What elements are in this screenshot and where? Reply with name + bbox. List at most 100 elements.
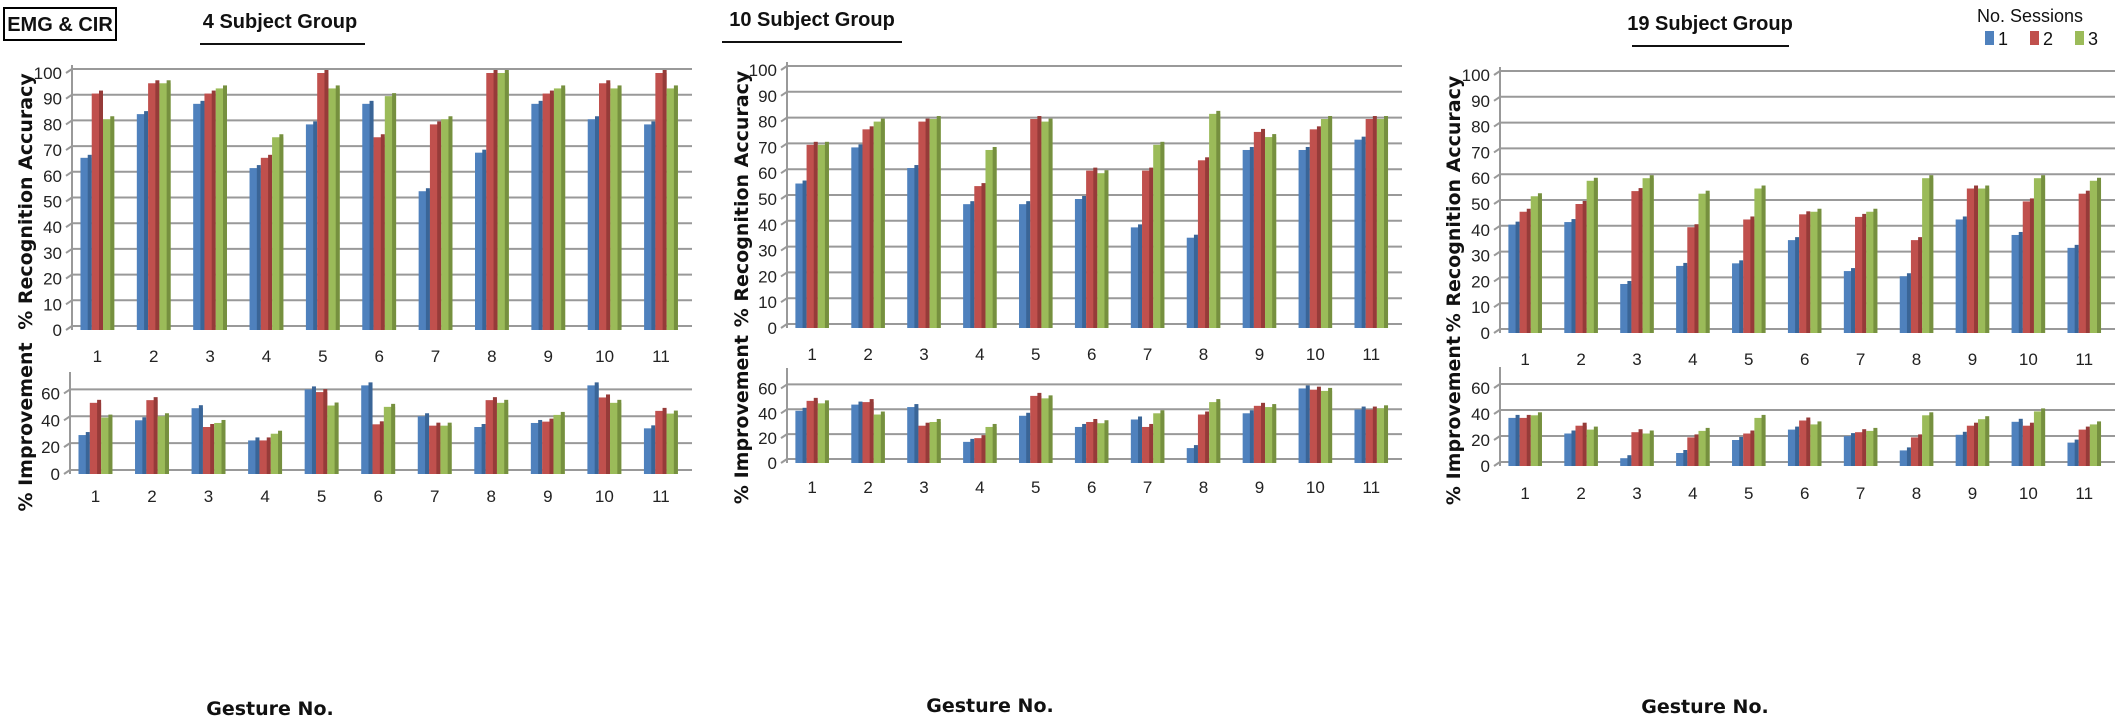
bar-side [97,399,102,474]
bar-side [1316,126,1321,328]
bar-session-2-gesture-6 [1086,170,1098,328]
bar-session-3-gesture-9 [1978,188,1990,333]
bar-side [869,399,874,463]
bar-session-1-gesture-6 [1074,426,1087,463]
bar-session-2-gesture-6 [373,137,385,330]
bar-side [379,421,384,474]
x-tick-label: 9 [1968,484,1977,503]
bar-session-3-gesture-9 [553,88,566,330]
y-tick-label: 80 [758,113,777,132]
bar-session-1-gesture-6 [1787,240,1800,333]
x-tick-label: 9 [543,487,552,506]
bar-session-2-gesture-8 [486,73,498,330]
bar-session-2-gesture-11 [655,73,667,330]
bar-side [153,397,158,474]
bar-side [1582,201,1587,333]
bar-session-3-gesture-11 [1376,119,1389,329]
bar-session-3-gesture-4 [272,137,284,330]
bar-session-3-gesture-2 [873,121,885,328]
bar-session-2-gesture-2 [146,400,158,474]
bar-side [482,149,487,330]
y-tick-label: 0 [51,465,60,484]
bar-side [1985,185,1990,333]
bar-session-2-gesture-4 [974,438,986,463]
bar-session-1-gesture-8 [474,427,486,474]
bar-side [1537,193,1542,333]
bar-side [970,201,975,328]
x-tick-label: 6 [1087,345,1096,364]
bar-side [1160,410,1165,463]
bar-session-3-gesture-10 [2033,178,2046,333]
bar-session-2-gesture-7 [429,425,441,474]
bar-session-2-gesture-10 [2022,201,2034,333]
bar-session-3-gesture-4 [985,149,997,328]
bar-session-1-gesture-4 [1676,265,1688,333]
bar-side [595,116,599,330]
bar-side [1515,414,1520,466]
bar-side [1138,224,1143,328]
bar-side [391,403,396,474]
bar-session-3-gesture-8 [1209,402,1221,463]
bar-side [594,382,599,474]
method-badge: EMG & CIR [3,7,117,41]
bar-session-1-gesture-5 [1732,263,1744,333]
bar-session-1-gesture-10 [2011,421,2023,466]
x-tick-label: 3 [205,347,214,366]
x-tick-label: 4 [1688,350,1697,369]
x-tick-label: 5 [1031,345,1040,364]
bar-session-3-gesture-7 [1866,430,1878,466]
bar-session-3-gesture-8 [497,73,509,330]
bar-session-2-gesture-10 [2022,425,2034,466]
legend-swatch-1 [1985,31,1994,45]
y-tick-label: 100 [749,61,777,80]
bar-side [1593,426,1598,466]
y-tick-label: 0 [768,319,777,338]
bar-side [1571,219,1576,333]
x-tick-label: 10 [595,347,614,366]
bar-side [538,419,543,474]
bar-session-1-gesture-1 [1508,417,1520,466]
bar-session-1-gesture-3 [907,407,919,463]
y-tick-label: 90 [43,90,62,109]
y-tick-label: 10 [1471,298,1490,317]
bar-session-1-gesture-2 [135,420,147,474]
x-tick-label: 6 [1800,484,1809,503]
legend-swatch-3 [2075,31,2084,45]
bar-session-3-gesture-10 [2033,411,2046,466]
bar-session-3-gesture-1 [103,119,115,330]
bar-session-1-gesture-7 [418,191,430,330]
bar-session-3-gesture-8 [496,402,509,474]
legend: No. Sessions 1 2 3 [1977,6,2098,49]
bar-side [1817,208,1822,333]
bar-side [538,100,543,330]
y-tick-label: 90 [1471,92,1490,111]
bar-side [211,90,216,330]
bar-session-1-gesture-6 [1787,429,1800,466]
x-tick-label: 11 [2075,350,2093,369]
bar-side [1873,208,1878,333]
x-tick-label: 8 [487,347,496,366]
bar-side [1974,185,1979,333]
bar-side [448,116,453,330]
bar-session-3-gesture-3 [214,422,226,474]
bar-session-3-gesture-11 [666,413,678,474]
bar-side [651,425,656,474]
x-tick-label: 2 [149,347,158,366]
bar-session-3-gesture-6 [1810,211,1822,333]
bar-side [880,411,885,463]
bar-side [992,146,997,328]
x-tick-label: 1 [807,478,816,497]
chart-title: 10 Subject Group [729,9,895,31]
bar-side [925,422,930,463]
bar-session-3-gesture-10 [610,402,622,474]
bar-side [1104,420,1109,463]
y-tick-label: 40 [1471,405,1490,424]
y-tick-label: 20 [43,270,62,289]
bar-session-1-gesture-10 [1298,149,1310,328]
bar-side [1862,429,1867,466]
bar-side [606,394,611,474]
y-tick-label: 20 [758,429,777,448]
bar-session-2-gesture-4 [260,157,273,330]
bar-side [1795,237,1800,333]
